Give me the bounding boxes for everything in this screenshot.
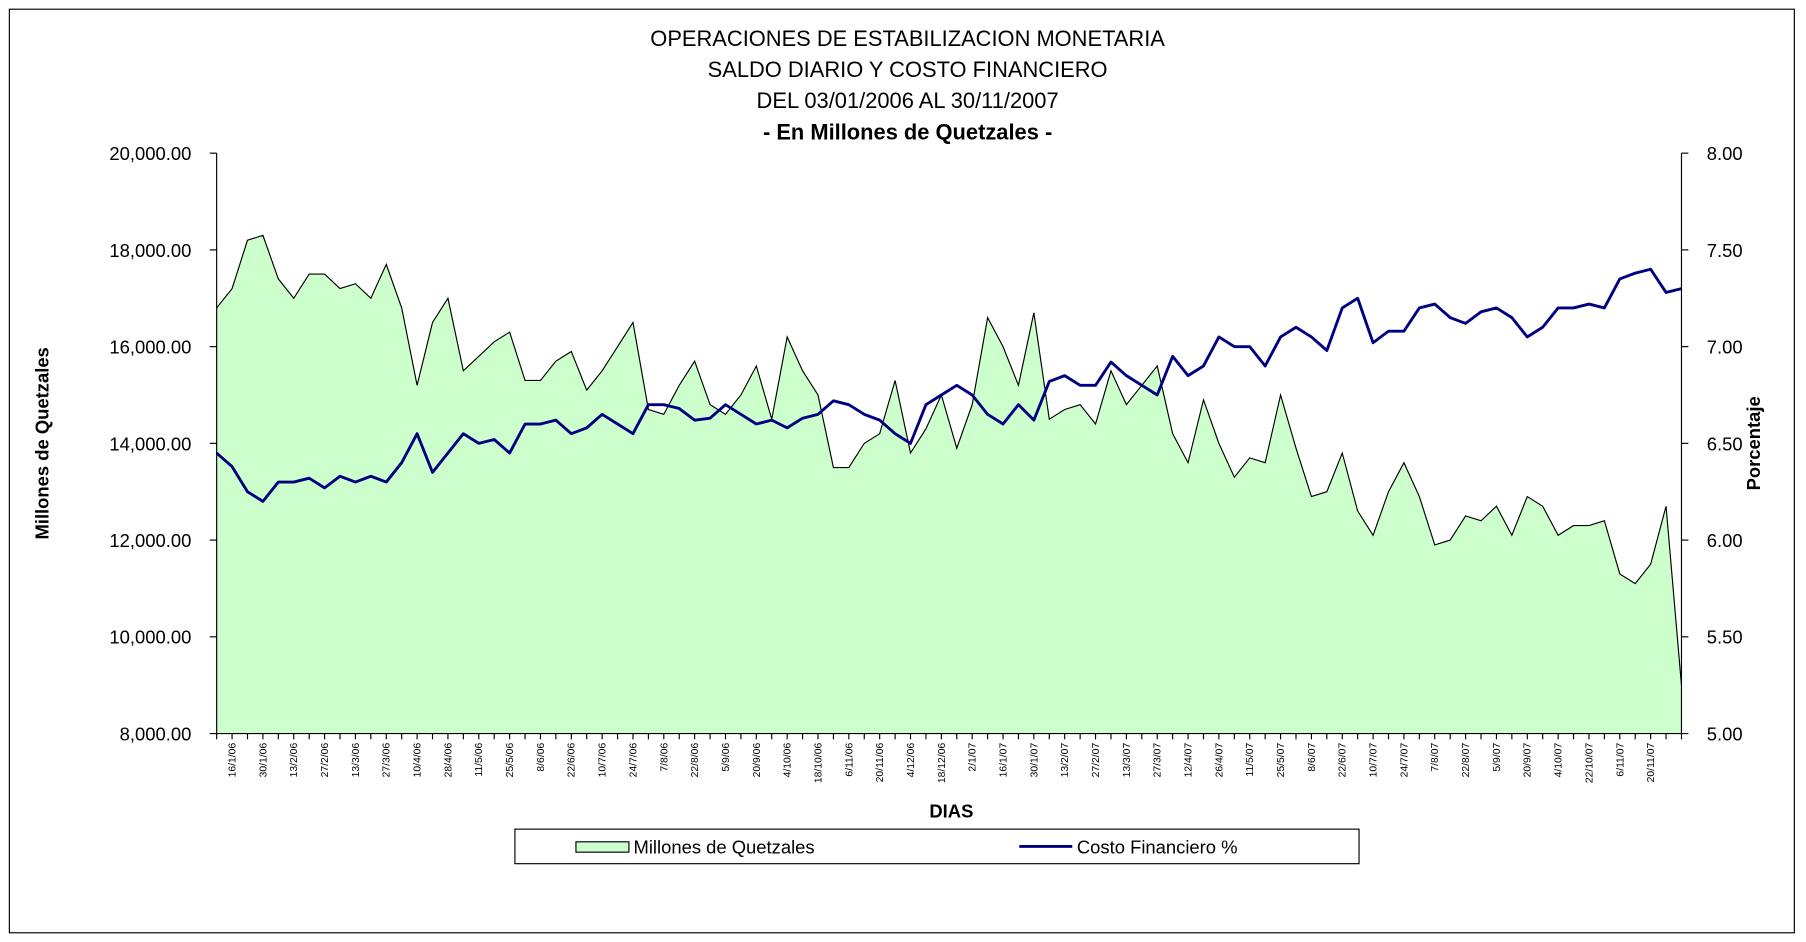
y-tick-label: 14,000.00: [109, 433, 191, 454]
x-tick-label: 7/8/06: [659, 743, 670, 772]
legend-swatch: [575, 841, 630, 853]
y-tick-label: 8,000.00: [120, 723, 192, 744]
y-tick-label: 12,000.00: [109, 530, 191, 551]
x-tick-label: 12/4/07: [1184, 743, 1195, 778]
x-tick-label: 22/6/07: [1338, 743, 1349, 778]
y2-tick-label: 5.00: [1707, 723, 1743, 744]
y2-tick-label: 6.00: [1707, 530, 1743, 551]
x-tick-label: 16/1/07: [998, 743, 1009, 778]
y-tick-label: 20,000.00: [109, 143, 191, 164]
y-tick-label: 10,000.00: [109, 627, 191, 648]
legend-label: Costo Financiero %: [1077, 836, 1238, 857]
x-tick-label: 5/9/07: [1492, 743, 1503, 772]
title-line: - En Millones de Quetzales -: [763, 119, 1052, 144]
x-tick-label: 20/11/06: [875, 743, 886, 783]
x-tick-label: 26/4/07: [1214, 743, 1225, 778]
x-tick-label: 27/3/06: [382, 743, 393, 778]
legend-label: Millones de Quetzales: [634, 836, 815, 857]
title-line: DEL 03/01/2006 AL 30/11/2007: [757, 88, 1059, 113]
y2-tick-label: 8.00: [1707, 143, 1743, 164]
x-tick-label: 25/5/06: [505, 743, 516, 778]
x-tick-label: 13/2/07: [1060, 743, 1071, 778]
x-tick-label: 22/6/06: [567, 743, 578, 778]
y2-tick-label: 6.50: [1707, 433, 1743, 454]
y2-tick-label: 5.50: [1707, 627, 1743, 648]
x-tick-label: 18/10/06: [813, 743, 824, 784]
x-tick-label: 4/12/06: [906, 743, 917, 778]
x-tick-label: 28/4/06: [443, 743, 454, 778]
x-tick-label: 13/2/06: [289, 743, 300, 778]
x-tick-label: 7/8/07: [1430, 743, 1441, 772]
area-outline: [216, 234, 1683, 686]
x-tick-label: 27/3/07: [1153, 743, 1164, 778]
x-axis-title: DIAS: [929, 801, 973, 822]
line: [215, 267, 1682, 503]
x-tick-label: 24/7/07: [1399, 743, 1410, 778]
x-tick-label: 30/1/07: [1029, 743, 1040, 778]
y-tick-label: 16,000.00: [109, 337, 191, 358]
x-tick-label: 22/8/06: [690, 743, 701, 778]
x-tick-label: 4/10/06: [783, 743, 794, 778]
x-tick-label: 6/11/06: [844, 743, 855, 777]
x-tick-label: 10/4/06: [413, 743, 424, 778]
legend-box: [514, 828, 1360, 865]
x-tick-label: 2/1/07: [968, 743, 979, 772]
x-tick-label: 13/3/06: [351, 743, 362, 778]
x-tick-label: 10/7/07: [1369, 743, 1380, 778]
x-tick-label: 11/5/07: [1245, 743, 1256, 777]
x-tick-label: 11/5/06: [474, 743, 485, 777]
title-line: OPERACIONES DE ESTABILIZACION MONETARIA: [650, 26, 1165, 51]
x-tick-label: 18/12/06: [937, 743, 948, 784]
y2-tick-label: 7.50: [1707, 240, 1743, 261]
y2-tick-label: 7.00: [1707, 337, 1743, 358]
x-tick-label: 27/2/06: [320, 743, 331, 778]
x-tick-label: 4/10/07: [1554, 743, 1565, 778]
y-tick-label: 18,000.00: [109, 240, 191, 261]
x-tick-label: 20/11/07: [1646, 743, 1657, 783]
x-tick-label: 6/11/07: [1615, 743, 1626, 777]
x-tick-label: 13/3/07: [1122, 743, 1133, 778]
x-tick-label: 25/5/07: [1276, 743, 1287, 778]
x-tick-label: 22/10/07: [1584, 743, 1595, 784]
x-tick-label: 24/7/06: [628, 743, 639, 778]
y2-axis-title: Porcentaje: [1743, 396, 1764, 490]
title-line: SALDO DIARIO Y COSTO FINANCIERO: [708, 57, 1108, 82]
area: [216, 235, 1682, 734]
x-tick-label: 5/9/06: [721, 743, 732, 772]
x-tick-label: 22/8/07: [1461, 743, 1472, 778]
x-tick-label: 20/9/06: [752, 743, 763, 778]
x-tick-label: 8/6/07: [1307, 743, 1318, 772]
x-tick-label: 27/2/07: [1091, 743, 1102, 778]
x-tick-label: 8/6/06: [536, 743, 547, 772]
x-tick-label: 10/7/06: [598, 743, 609, 778]
x-tick-label: 20/9/07: [1523, 743, 1534, 778]
x-tick-label: 30/1/06: [258, 743, 269, 778]
y-axis-title: Millones de Quetzales: [32, 347, 53, 539]
x-tick-label: 16/1/06: [228, 743, 239, 778]
